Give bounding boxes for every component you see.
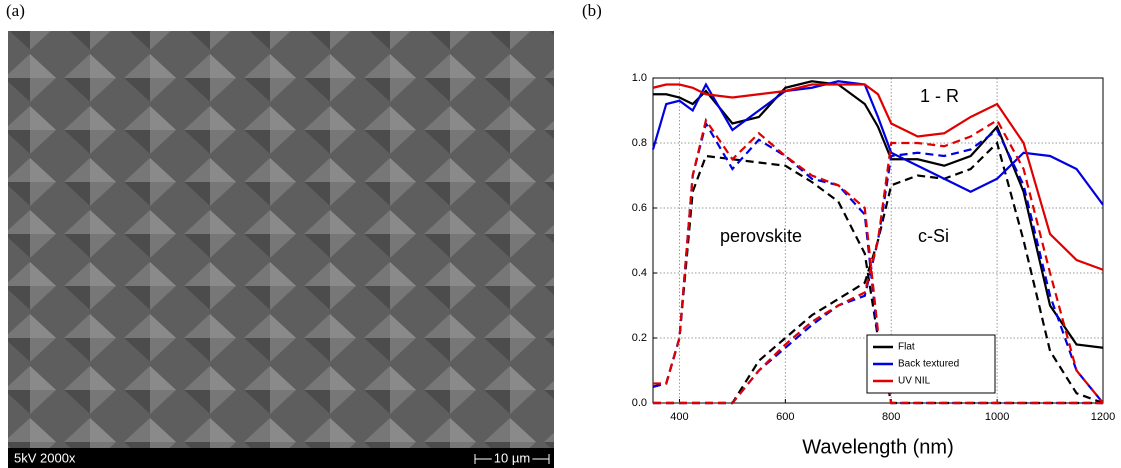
panel-label: (b) — [582, 1, 602, 20]
sem-image — [8, 31, 554, 448]
y-tick-label: 0.4 — [632, 267, 647, 279]
x-tick-label: 800 — [882, 411, 900, 423]
y-tick-label: 0.8 — [632, 137, 647, 149]
sem-info: 5kV 2000x — [14, 450, 76, 465]
x-tick-label: 400 — [670, 411, 688, 423]
annotation: perovskite — [720, 226, 802, 246]
scale-label: 10 µm — [494, 450, 530, 465]
line-series — [653, 117, 1103, 405]
legend-label: Flat — [898, 342, 915, 353]
sem-info-bar — [8, 448, 554, 468]
line-series — [653, 118, 1104, 405]
x-tick-label: 1200 — [1091, 411, 1115, 423]
line-series — [653, 80, 1104, 349]
legend-label: Back textured — [898, 359, 959, 370]
legend-label: UV NIL — [898, 376, 931, 387]
x-tick-label: 1000 — [985, 411, 1009, 423]
y-tick-label: 0.2 — [632, 332, 647, 344]
legend: Flat Back textured UV NIL — [866, 334, 996, 394]
y-tick-label: 1.0 — [632, 72, 647, 84]
line-series — [652, 154, 1103, 405]
x-tick-label: 600 — [776, 411, 794, 423]
plot-frame — [652, 77, 1104, 404]
annotation: 1 - R — [920, 86, 959, 106]
annotation: c-Si — [918, 226, 949, 246]
line-series — [652, 83, 1104, 271]
panel-label: (a) — [6, 1, 25, 20]
y-tick-label: 0.6 — [632, 202, 647, 214]
y-tick-label: 0.0 — [632, 397, 647, 409]
x-axis-label: Wavelength (nm) — [802, 436, 954, 458]
